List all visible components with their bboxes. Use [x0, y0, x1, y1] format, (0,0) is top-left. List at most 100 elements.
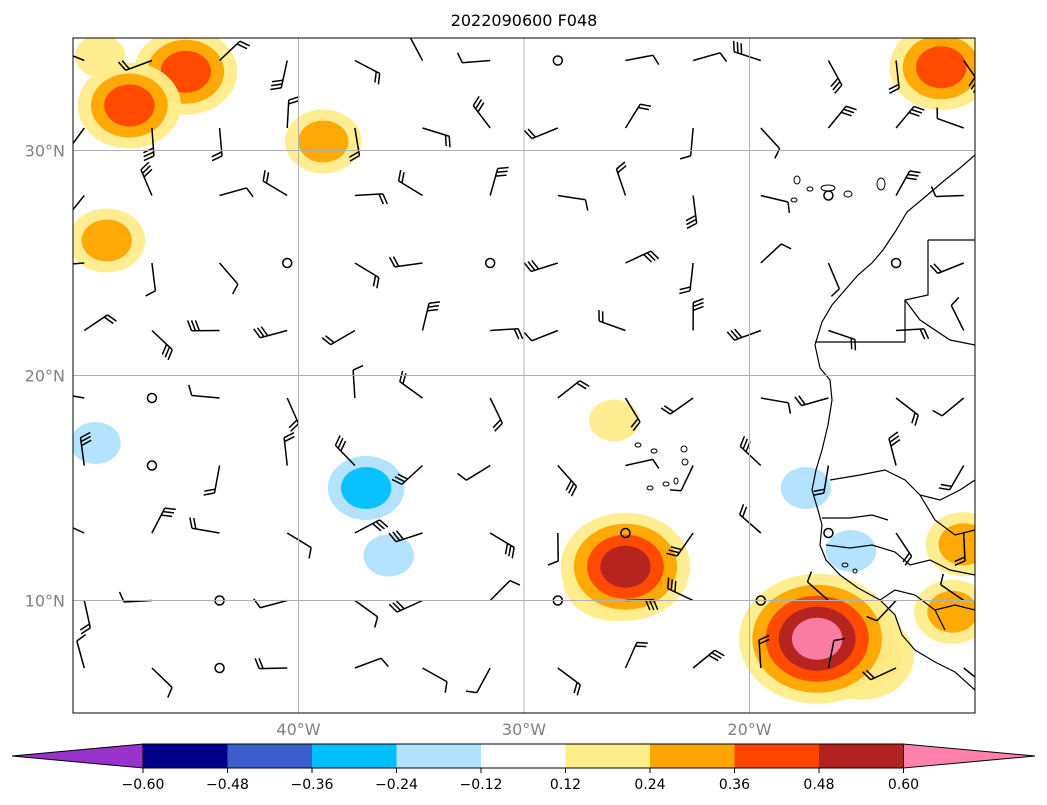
wind-barb-feather — [283, 431, 295, 439]
wind-barb-feather — [245, 187, 254, 198]
colorbar-extend-low — [11, 743, 144, 769]
wind-barb-feather — [253, 328, 261, 339]
wind-barb-feather — [444, 681, 448, 693]
mali-border — [919, 494, 975, 536]
wind-barb-feather — [211, 155, 223, 162]
wind-barb — [191, 394, 220, 399]
wind-barb — [354, 519, 380, 534]
wind-barb-feather — [79, 623, 90, 631]
wind-barb-feather — [186, 320, 193, 331]
wind-barb — [286, 532, 312, 549]
wind-barb-feather — [660, 407, 671, 415]
wind-barb — [354, 59, 381, 75]
y-axis-labels: 30°N 20°N 10°N — [25, 142, 65, 611]
wind-barb-feather — [188, 384, 193, 396]
wind-barb-feather — [758, 634, 770, 641]
wind-barb-feather — [288, 419, 298, 429]
wind-barb-feather — [80, 431, 91, 439]
map-frame — [72, 37, 976, 714]
colorbar-tick-label: −0.60 — [122, 777, 165, 793]
shaded-contour — [104, 84, 155, 127]
colorbar-tick-label: 0.60 — [888, 777, 919, 793]
wind-barb-feather — [726, 331, 736, 341]
colorbar-tick-label: 0.24 — [634, 777, 665, 793]
wind-barb-feather — [902, 552, 911, 563]
wind-barb-feather — [565, 480, 572, 491]
wind-barb — [330, 329, 356, 346]
wind-barb — [73, 195, 85, 211]
wind-barb-feather — [692, 301, 704, 308]
wind-barb — [422, 667, 448, 683]
wind-barb — [140, 169, 153, 196]
colorbar-segment — [143, 744, 228, 768]
shaded-contour — [298, 120, 349, 163]
wind-barb-feather — [932, 409, 943, 417]
wind-barb-feather — [409, 28, 416, 36]
wind-barb-feather — [164, 507, 176, 511]
wind-barb — [625, 458, 653, 467]
wind-barb-feather — [395, 600, 405, 610]
wind-barb — [828, 329, 856, 341]
wind-barb — [669, 397, 694, 415]
wind-barb — [490, 327, 519, 332]
wind-barb — [395, 532, 423, 543]
wind-barb-feather — [970, 82, 975, 90]
wind-barb — [151, 507, 166, 534]
island — [681, 458, 689, 466]
wind-barb-feather — [889, 435, 900, 443]
wind-barb-feather — [456, 52, 463, 64]
wind-barb-feather — [888, 83, 900, 91]
wind-barb-feather — [56, 214, 66, 217]
wind-barb-feather — [523, 130, 533, 140]
sierra-leone-border — [879, 589, 946, 631]
wind-barb-feather — [798, 395, 806, 405]
wind-barb-feather — [686, 218, 697, 226]
wind-barb — [354, 127, 361, 156]
wind-barb — [354, 599, 379, 618]
wind-barb-feather — [388, 603, 398, 613]
wind-barb — [625, 250, 652, 264]
wind-barb-feather — [376, 277, 380, 289]
wind-barb-feather — [427, 308, 439, 312]
wind-barb — [935, 194, 964, 198]
wind-barb — [827, 262, 841, 290]
wind-barb-feather — [143, 151, 154, 158]
wind-barb-feather — [576, 382, 587, 390]
shaded-contour — [363, 534, 414, 577]
wind-barb-feather — [919, 328, 926, 340]
colorbar-tick-label: −0.36 — [291, 777, 334, 793]
wind-barb — [73, 527, 85, 534]
island — [790, 197, 798, 203]
wind-barb — [213, 465, 221, 494]
wind-barb-feather — [739, 435, 746, 447]
wind-barb-feather — [954, 560, 966, 567]
wind-barb — [259, 667, 288, 670]
colorbar-segment — [819, 744, 904, 768]
wind-barb-feather — [972, 88, 975, 94]
island — [876, 177, 886, 191]
wind-barb-feather — [663, 405, 674, 413]
island — [680, 445, 688, 453]
wind-barb-feather — [907, 173, 919, 177]
wind-barb — [598, 320, 626, 332]
wind-barb-feather — [428, 304, 440, 308]
wind-barb — [422, 127, 450, 137]
wind-barb-feather — [167, 349, 173, 361]
wind-barb-feather — [834, 84, 843, 94]
wind-barb-feather — [497, 166, 509, 170]
wind-barb-feather — [392, 602, 402, 611]
wind-barb-layer — [56, 28, 975, 698]
wind-barb-feather — [388, 532, 397, 543]
wind-barb-feather — [668, 549, 680, 554]
colorbar-segment — [650, 744, 735, 768]
wind-barb-feather — [617, 165, 627, 174]
island — [634, 442, 642, 448]
wind-barb — [680, 465, 694, 492]
wind-barb — [896, 328, 925, 332]
wind-barb — [399, 381, 423, 399]
wind-barb-feather — [692, 305, 704, 312]
calm-wind-marker — [146, 460, 158, 471]
wind-barb-feather — [933, 263, 942, 273]
wind-barb — [870, 667, 897, 681]
gridlines — [73, 38, 975, 713]
